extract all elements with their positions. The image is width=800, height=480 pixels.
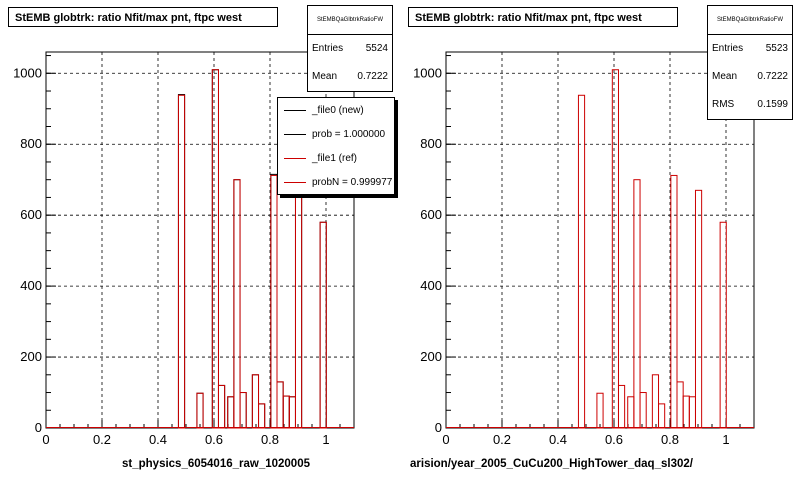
- x-axis-caption: arision/year_2005_CuCu200_HighTower_daq_…: [410, 458, 693, 470]
- stats-row-mean: Mean 0.7222: [708, 63, 792, 91]
- stats-box: StEMBQaGlbtrkRatioFW Entries 5524 Mean 0…: [307, 5, 393, 92]
- legend-entry: probN = 0.999977: [278, 170, 394, 194]
- y-tick-label: 800: [20, 136, 42, 151]
- histogram-plot-ref: 0 0.2 0.4 0.6 0.8 1 0 200 400 600 800 1000: [413, 51, 755, 447]
- legend-line-swatch: [284, 109, 306, 111]
- stats-row-entries: Entries 5524: [308, 35, 392, 63]
- y-tick-label: 0: [435, 420, 442, 435]
- legend: _file0 (new) prob = 1.000000 _file1 (ref…: [277, 97, 395, 195]
- stats-row-entries: Entries 5523: [708, 35, 792, 63]
- x-tick-label: 0.4: [549, 432, 567, 447]
- stats-value: 5523: [765, 43, 788, 54]
- x-tick-label: 0: [442, 432, 449, 447]
- y-tick-label: 600: [20, 207, 42, 222]
- stats-histogram-name: StEMBQaGlbtrkRatioFW: [308, 6, 392, 35]
- y-tick-label: 200: [420, 349, 442, 364]
- y-tick-label: 1000: [413, 65, 442, 80]
- x-axis-caption: st_physics_6054016_raw_1020005: [122, 458, 310, 470]
- stats-histogram-name: StEMBQaGlbtrkRatioFW: [708, 6, 792, 35]
- x-tick-label: 0.6: [205, 432, 223, 447]
- legend-entry: _file1 (ref): [278, 146, 394, 170]
- x-tick-label: 0.2: [93, 432, 111, 447]
- plot-title: StEMB globtrk: ratio Nfit/max pnt, ftpc …: [8, 7, 278, 27]
- plot-title: StEMB globtrk: ratio Nfit/max pnt, ftpc …: [408, 7, 678, 27]
- y-tick-label: 600: [420, 207, 442, 222]
- legend-line-swatch: [284, 133, 306, 135]
- stats-value: 0.7222: [357, 71, 388, 82]
- stats-label: Entries: [712, 43, 744, 54]
- legend-line-swatch: [284, 181, 306, 183]
- stats-label: RMS: [712, 99, 735, 110]
- x-tick-label: 0.2: [493, 432, 511, 447]
- stats-value: 5524: [365, 43, 388, 54]
- x-tick-label: 0.8: [661, 432, 679, 447]
- x-tick-label: 0: [42, 432, 49, 447]
- x-tick-label: 0.4: [149, 432, 167, 447]
- legend-label: probN = 0.999977: [312, 176, 393, 188]
- stats-row-rms: RMS 0.1599: [708, 91, 792, 119]
- x-tick-label: 0.8: [261, 432, 279, 447]
- legend-entry: _file0 (new): [278, 98, 394, 122]
- plot-frame: [445, 51, 755, 429]
- stats-label: Mean: [312, 71, 338, 82]
- legend-label: _file1 (ref): [312, 152, 358, 164]
- y-tick-label: 200: [20, 349, 42, 364]
- y-tick-label: 800: [420, 136, 442, 151]
- x-tick-label: 1: [722, 432, 729, 447]
- stats-value: 0.1599: [757, 99, 788, 110]
- histogram-panel-ref: 0 0.2 0.4 0.6 0.8 1 0 200 400 600 800 1000 StEMB gl…: [400, 0, 800, 480]
- stats-label: Mean: [712, 71, 738, 82]
- x-tick-label: 0.6: [605, 432, 623, 447]
- y-tick-label: 400: [20, 278, 42, 293]
- stats-label: Entries: [312, 43, 344, 54]
- stats-value: 0.7222: [757, 71, 788, 82]
- stats-box: StEMBQaGlbtrkRatioFW Entries 5523 Mean 0…: [707, 5, 793, 120]
- legend-label: prob = 1.000000: [312, 128, 386, 140]
- histogram-panel-new: 0 0.2 0.4 0.6 0.8 1 0 200 400 600 800 1000 StEMB gl…: [8, 5, 395, 470]
- stats-row-mean: Mean 0.7222: [308, 63, 392, 91]
- y-tick-label: 1000: [13, 65, 42, 80]
- legend-entry: prob = 1.000000: [278, 122, 394, 146]
- legend-label: _file0 (new): [312, 104, 364, 116]
- legend-line-swatch: [284, 157, 306, 159]
- y-tick-label: 400: [420, 278, 442, 293]
- x-tick-label: 1: [322, 432, 329, 447]
- y-tick-label: 0: [35, 420, 42, 435]
